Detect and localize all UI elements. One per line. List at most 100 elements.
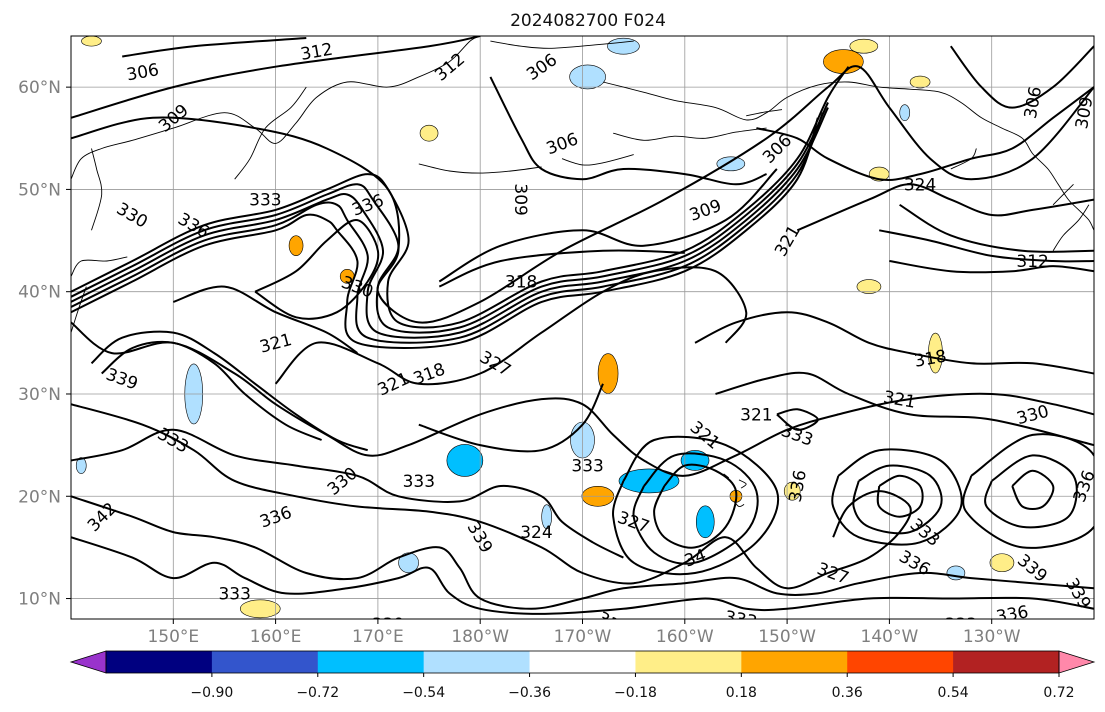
contour-label: 333 <box>218 584 250 604</box>
coastline <box>602 81 1094 231</box>
lon-tick-label: 150°W <box>758 627 816 647</box>
shaded-area <box>928 332 943 374</box>
contour-label: 333 <box>249 191 281 211</box>
contour-line <box>984 454 1078 529</box>
contour-line <box>715 371 1094 447</box>
coastline <box>723 473 730 479</box>
lat-tick-label: 40°N <box>18 283 61 303</box>
coastline <box>71 256 128 277</box>
coastline <box>1052 183 1074 206</box>
shaded-area <box>823 49 864 74</box>
contour-label: 333 <box>723 607 758 632</box>
contour-line <box>101 340 322 441</box>
contour-line <box>172 285 358 354</box>
shaded-area <box>607 37 640 55</box>
contour-line <box>71 536 1094 615</box>
contour-line <box>962 433 1094 549</box>
contour-label: 333 <box>571 457 603 477</box>
contour-label: 339 <box>372 615 404 635</box>
colorbar-tick-label: −0.36 <box>508 685 551 701</box>
contour-line <box>71 403 912 590</box>
coastline <box>1052 204 1090 252</box>
contour-line <box>876 474 924 518</box>
coastline <box>71 36 481 180</box>
coastline <box>561 154 634 166</box>
coastline <box>418 163 542 174</box>
contour-label: 321 <box>740 405 772 425</box>
coastline <box>490 40 634 49</box>
colorbar-segment <box>423 651 530 673</box>
contour-line <box>71 65 1094 324</box>
contour-label: 318 <box>505 272 537 292</box>
contour-line <box>274 266 748 386</box>
contour-line <box>756 86 1094 181</box>
shaded-area <box>569 64 606 90</box>
shaded-area <box>989 553 1015 573</box>
contour-label: 312 <box>1016 252 1048 272</box>
contour-label: 324 <box>520 523 552 543</box>
contour-line <box>254 219 380 320</box>
colorbar-tick-label: −0.18 <box>614 685 657 701</box>
lon-tick-label: 170°W <box>554 627 612 647</box>
shaded-area <box>75 457 87 474</box>
contour-line <box>438 168 778 283</box>
contour-label: 324 <box>904 175 936 195</box>
shaded-area <box>398 552 419 574</box>
contour-line <box>71 495 1094 610</box>
contour-line <box>949 45 1094 109</box>
contour-line <box>71 107 829 339</box>
coastline <box>234 86 307 180</box>
colorbar-tick-label: 0.36 <box>832 685 863 701</box>
shaded-area <box>716 156 746 172</box>
colorbar-ticks: −0.90 −0.72 −0.54 −0.36 −0.18 0.18 0.36 0.54 0.7… <box>190 673 1075 701</box>
contour-line <box>1011 469 1055 511</box>
colorbar-tick-label: 0.72 <box>1043 685 1074 701</box>
colorbar-extend-high <box>1058 650 1096 674</box>
colorbar-segment <box>635 651 742 673</box>
colorbar-segment <box>953 651 1060 673</box>
contour-label: 339 <box>594 608 632 642</box>
shaded-area <box>909 75 931 89</box>
contour-label: 309 <box>510 183 530 215</box>
contour-line <box>438 249 685 288</box>
lat-tick-label: 30°N <box>18 385 61 405</box>
coastline <box>613 127 767 141</box>
contour-line <box>71 102 829 334</box>
colorbar-segment <box>211 651 319 673</box>
contour-line <box>632 452 759 565</box>
lat-tick-label: 50°N <box>18 180 61 200</box>
colorbar-segment <box>106 651 213 673</box>
contour-label: 333 <box>945 615 977 635</box>
contour-line <box>899 203 1094 253</box>
contour-line <box>694 311 1094 375</box>
contour-line <box>879 229 1094 263</box>
figure-title: 2024082700 F024 <box>510 11 666 31</box>
colorbar-frame <box>105 650 1060 674</box>
contour-line <box>653 463 738 549</box>
contour-line <box>71 36 481 119</box>
contour-line <box>71 428 624 559</box>
contour-line <box>418 383 604 453</box>
shaded-area <box>783 481 801 501</box>
colorbar-tick-label: −0.72 <box>296 685 339 701</box>
colorbar-extend-low <box>69 650 107 674</box>
colorbar-tick-label: −0.54 <box>402 685 445 701</box>
contour-line <box>776 408 819 431</box>
shaded-area <box>856 279 882 294</box>
contour-label: 333 <box>403 472 435 492</box>
shaded-area <box>597 353 619 394</box>
colorbar-tick-label: −0.90 <box>190 685 233 701</box>
contour-line <box>71 117 819 349</box>
colorbar-segments <box>69 650 1096 674</box>
colorbar: −0.90 −0.72 −0.54 −0.36 −0.18 0.18 0.36 0.54 0.7… <box>69 650 1096 701</box>
lat-tick-label: 60°N <box>18 78 61 98</box>
coastline <box>91 148 103 231</box>
contour-line <box>889 260 1094 274</box>
contour-label: 336 <box>995 602 1030 627</box>
contour-line <box>71 112 824 344</box>
shaded-area <box>446 444 484 477</box>
lon-tick-label: 150°E <box>147 627 199 647</box>
lat-tick-label: 20°N <box>18 487 61 507</box>
contour-line <box>122 37 307 58</box>
